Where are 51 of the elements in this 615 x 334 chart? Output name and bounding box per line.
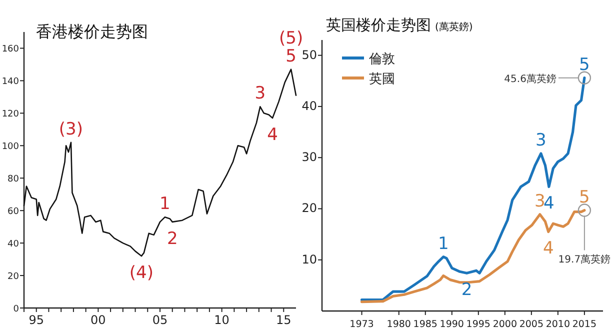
y-tick-label: 40 [302,98,317,113]
annotation: 3 [534,191,546,212]
x-tick-label: 15 [276,313,292,327]
annotation: (3) [58,119,84,140]
y-tick-label: 50 [302,48,317,62]
y-tick-label: 120 [2,110,20,120]
annotation: 4 [542,238,554,259]
x-tick-label: 05 [152,313,168,327]
x-tick-label: 2015 [572,319,597,330]
annotation: 5 [579,54,590,75]
y-tick-label: 60 [8,207,20,218]
x-tick-label: 2000 [492,319,518,330]
x-tick-label: 2005 [519,319,544,330]
y-tick-label: 100 [2,142,20,152]
legend-label: 英國 [369,72,395,87]
x-tick-label: 00 [90,313,106,327]
annotation: 4 [544,194,554,214]
chart-title: 英国楼价走势图 [326,16,431,34]
x-tick-label: 1990 [440,319,464,330]
x-tick-label: 2010 [546,319,570,330]
annotation: 2 [461,280,472,300]
annotation: 1 [438,234,449,254]
x-tick-label: 1980 [386,319,411,330]
y-tick-label: 10 [302,252,317,266]
annotation: 2 [166,228,178,249]
y-tick-label: 20 [8,272,20,282]
y-tick-label: 30 [302,150,317,164]
legend-label: 倫敦 [368,52,395,67]
annotation: 19.7萬英鎊 [558,253,611,266]
x-tick-label: 1985 [413,319,438,330]
annotation: 3 [536,130,546,151]
x-tick-label: 95 [28,313,44,327]
annotation: 45.6萬英鎊 [504,72,556,85]
y-tick-label: 40 [8,240,20,250]
y-tick-label: 80 [8,174,20,185]
y-tick-label: 140 [2,77,20,88]
x-tick-label: 1995 [466,319,490,330]
annotation: 5 [286,46,296,66]
annotation: 1 [160,194,170,214]
y-tick-label: 160 [2,44,20,55]
y-tick-label: 20 [302,201,317,216]
annotation: (5) [279,28,304,48]
annotation: 4 [267,125,278,146]
x-tick-label: 1973 [350,319,374,330]
annotation: 3 [254,84,266,104]
y-tick-label: 0 [13,304,20,314]
x-tick-label: 10 [214,313,230,327]
annotation: (4) [129,263,154,284]
chart-title: 香港楼价走势图 [36,22,148,41]
chart-subtitle: (萬英鎊) [435,21,473,33]
annotation: 5 [579,187,590,208]
